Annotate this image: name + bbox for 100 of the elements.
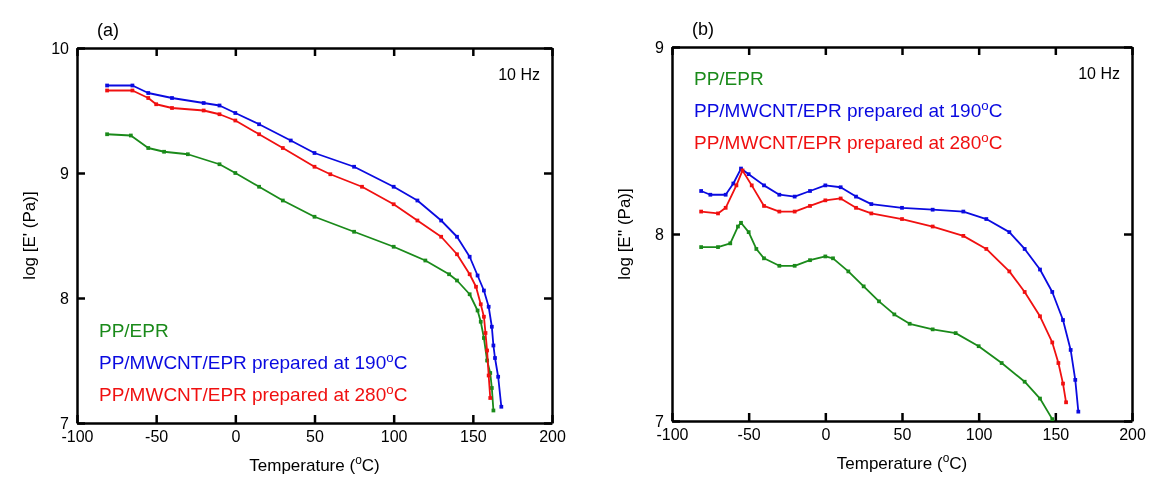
x-tick-label: 100 [380, 428, 408, 446]
point [699, 245, 703, 249]
point [257, 132, 261, 137]
y-axis-title: log [E' (Pa)] [20, 191, 39, 280]
point [1068, 348, 1073, 352]
point [154, 102, 159, 107]
y-tick-label: 9 [60, 164, 70, 182]
point [201, 101, 206, 105]
point [900, 217, 904, 221]
point [185, 152, 190, 157]
point [1022, 290, 1027, 294]
point [499, 404, 504, 409]
x-tick-label: 50 [306, 428, 324, 446]
point [467, 272, 472, 277]
point [478, 302, 483, 307]
x-tick-label: 50 [893, 426, 912, 444]
point [146, 146, 151, 150]
text: PP/MWCNT/EPR prepared at 190$^{o}$C [99, 349, 408, 373]
point [976, 344, 981, 349]
chart-title: (b) [692, 19, 714, 39]
point [739, 220, 743, 225]
x-tick-label: 200 [1119, 426, 1146, 444]
point [447, 272, 451, 277]
point [467, 292, 472, 297]
point [478, 319, 483, 324]
point [391, 244, 396, 249]
point [838, 185, 843, 190]
x-axis-title: Temperature ($^{o}$C) [836, 451, 968, 473]
x-axis-title: Temperature ($^{o}$C) [249, 453, 380, 475]
point [489, 324, 494, 329]
point [1007, 230, 1012, 234]
point [999, 361, 1004, 365]
point [257, 122, 261, 127]
point [808, 189, 812, 193]
point [233, 171, 238, 175]
x-tick-label: 0 [821, 426, 831, 444]
point [1061, 318, 1065, 322]
y-tick-label: 8 [60, 289, 70, 307]
y-tick-label: 9 [655, 38, 665, 56]
point [823, 198, 828, 203]
point [360, 184, 364, 189]
point [746, 172, 751, 177]
point [754, 247, 759, 251]
point [930, 327, 935, 332]
point [808, 258, 812, 263]
point [1076, 409, 1081, 414]
text: PP/MWCNT/EPR prepared at 280$^{o}$C [694, 129, 1003, 153]
point [467, 254, 472, 259]
point [1022, 247, 1027, 251]
point [455, 234, 459, 239]
point [746, 230, 751, 234]
point [489, 386, 494, 390]
x-tick-label: 200 [539, 428, 566, 446]
point [961, 234, 966, 238]
y-tick-label: 10 [51, 39, 70, 57]
point [1050, 290, 1055, 294]
point [861, 284, 866, 289]
point [170, 106, 174, 110]
point [716, 245, 720, 249]
x-tick-label: -50 [737, 426, 761, 444]
text: PP/EPR [694, 68, 764, 89]
point [930, 207, 935, 212]
text: PP/MWCNT/EPR prepared at 190$^{o}$C [694, 97, 1003, 121]
annotation: 10 Hz [498, 66, 540, 83]
text: PP/EPR [99, 320, 169, 341]
point [854, 205, 858, 210]
point [352, 229, 356, 234]
point [792, 263, 797, 268]
point [257, 184, 261, 189]
point [439, 234, 444, 239]
x-tick-label: -50 [145, 428, 169, 446]
point [869, 202, 874, 206]
point [391, 202, 396, 207]
point [777, 192, 782, 197]
point [699, 189, 703, 193]
point [762, 204, 766, 208]
point [728, 241, 733, 246]
point [900, 205, 904, 210]
point [162, 149, 166, 154]
point [907, 321, 912, 326]
annotation: 10 Hz [1078, 65, 1120, 82]
point [280, 146, 285, 150]
point [328, 172, 333, 177]
point [146, 96, 151, 100]
point [777, 263, 782, 268]
y-axis-title: log [E'' (Pa)] [615, 188, 634, 280]
point [723, 192, 728, 197]
x-tick-label: 100 [965, 426, 993, 444]
point [1038, 314, 1042, 319]
point [877, 299, 881, 304]
point [233, 111, 238, 115]
point [496, 374, 501, 379]
point [1073, 377, 1078, 382]
point [708, 192, 713, 197]
x-tick-label: 150 [1042, 426, 1070, 444]
x-tick-label: 150 [459, 428, 487, 446]
point [391, 184, 396, 189]
point [488, 396, 493, 400]
y-tick-label: 8 [655, 225, 665, 243]
point [723, 205, 728, 210]
